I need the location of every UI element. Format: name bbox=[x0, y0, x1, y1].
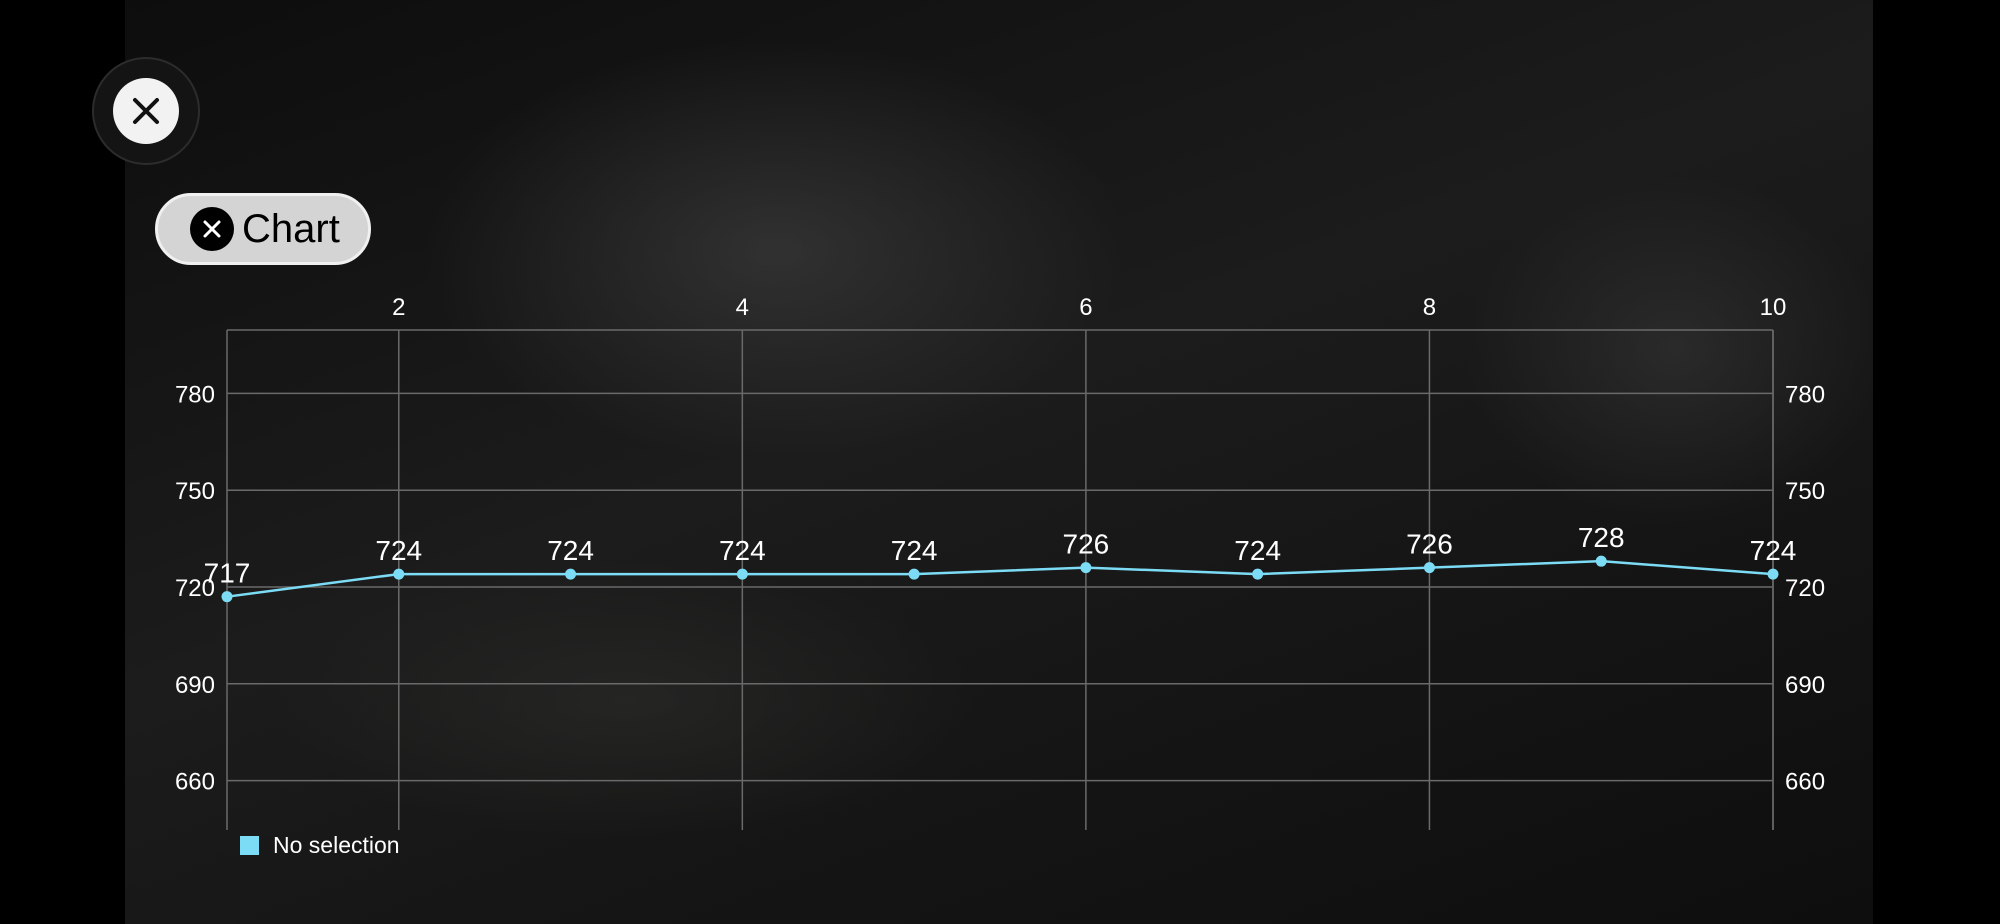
x-tick-label: 8 bbox=[1423, 294, 1436, 321]
chart-chip-label: Chart bbox=[242, 206, 340, 251]
y-tick-label-right: 690 bbox=[1785, 672, 1825, 699]
data-point bbox=[736, 568, 748, 580]
x-tick-label: 10 bbox=[1760, 294, 1787, 321]
x-tick-label: 6 bbox=[1079, 294, 1092, 321]
legend: No selection bbox=[240, 832, 400, 859]
y-tick-label-left: 780 bbox=[175, 381, 215, 408]
data-label: 724 bbox=[375, 535, 422, 566]
close-icon bbox=[113, 78, 179, 144]
data-label: 717 bbox=[204, 558, 251, 589]
y-tick-label-left: 690 bbox=[175, 672, 215, 699]
data-point bbox=[565, 568, 577, 580]
data-label: 724 bbox=[719, 535, 766, 566]
y-tick-label-left: 660 bbox=[175, 769, 215, 796]
data-point bbox=[1252, 568, 1264, 580]
data-label: 724 bbox=[1234, 535, 1281, 566]
y-tick-label-right: 750 bbox=[1785, 478, 1825, 505]
close-button[interactable] bbox=[92, 57, 200, 165]
y-tick-label-right: 660 bbox=[1785, 769, 1825, 796]
data-label: 724 bbox=[891, 535, 938, 566]
y-tick-label-right: 780 bbox=[1785, 381, 1825, 408]
data-label: 726 bbox=[1406, 529, 1453, 560]
data-point bbox=[393, 568, 405, 580]
data-label: 728 bbox=[1578, 522, 1625, 553]
data-label: 724 bbox=[547, 535, 594, 566]
series-line bbox=[226, 559, 1774, 598]
legend-label: No selection bbox=[273, 832, 400, 858]
remove-icon bbox=[190, 207, 234, 251]
data-point bbox=[221, 591, 233, 603]
x-tick-label: 4 bbox=[736, 294, 749, 321]
data-label: 724 bbox=[1750, 535, 1797, 566]
background-photo bbox=[125, 0, 1873, 924]
data-point bbox=[1767, 568, 1779, 580]
legend-swatch bbox=[240, 836, 259, 855]
y-tick-label-left: 750 bbox=[175, 478, 215, 505]
y-tick-label-left: 720 bbox=[175, 575, 215, 602]
data-point bbox=[1080, 562, 1092, 574]
x-tick-label: 2 bbox=[392, 294, 405, 321]
y-tick-label-right: 720 bbox=[1785, 575, 1825, 602]
chart-chip-button[interactable]: Chart bbox=[155, 193, 371, 265]
data-point bbox=[1595, 555, 1607, 567]
data-label: 726 bbox=[1063, 529, 1110, 560]
data-point bbox=[908, 568, 920, 580]
data-point bbox=[1423, 562, 1435, 574]
